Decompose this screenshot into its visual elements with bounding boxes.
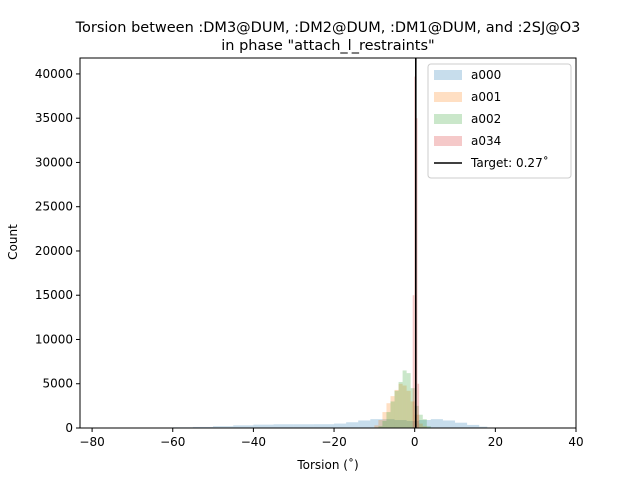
y-tick-label: 5000 [42,377,73,391]
legend-label-a002: a002 [471,112,501,126]
bar-a001-6 [398,383,403,428]
chart-title-line2: in phase "attach_l_restraints" [221,38,434,54]
x-tick-label: 40 [568,435,583,449]
legend-swatch-a000 [434,70,462,80]
bar-a001-7 [402,385,407,428]
bar-a000-13 [394,420,407,428]
bar-a034-0 [412,295,415,428]
bar-a002-2 [386,412,391,428]
bar-a000-4 [253,424,274,428]
x-tick-label: −40 [241,435,266,449]
bar-a000-20 [479,426,488,428]
bar-a001-11 [418,423,423,428]
y-axis-ticks: 0 5000 10000 15000 20000 25000 30000 35000 40000 [35,67,80,435]
x-tick-label: −60 [160,435,185,449]
bar-a000-7 [313,424,335,428]
bar-a001-9 [410,401,415,428]
y-tick-label: 30000 [35,155,73,169]
bar-a000-12 [382,419,395,428]
bar-a002-5 [398,381,403,428]
legend: a000 a001 a002 a034 Target: 0.27˚ [427,63,572,179]
legend-label-a000: a000 [471,68,501,82]
bar-a002-7 [406,373,411,428]
y-tick-label: 15000 [35,288,73,302]
bar-a001-1 [378,420,383,428]
bar-a000-6 [293,424,314,428]
y-tick-label: 35000 [35,111,73,125]
bar-a001-4 [390,396,395,428]
bar-a002-4 [394,390,399,428]
bar-a001-5 [394,389,399,428]
legend-swatch-a034 [434,136,462,146]
y-tick-label: 20000 [35,244,73,258]
bar-a000-3 [233,425,254,428]
bar-a002-12 [426,426,431,428]
bar-a000-18 [455,422,468,428]
bar-a001-0 [374,425,379,428]
legend-label-a001: a001 [471,90,501,104]
y-tick-label: 0 [65,421,73,435]
x-tick-label: 20 [488,435,503,449]
legend-swatch-a002 [434,114,462,124]
bar-a002-8 [410,388,415,428]
y-tick-label: 25000 [35,200,73,214]
bar-a001-2 [382,412,387,428]
y-axis-label: Count [6,224,20,260]
bar-a002-1 [382,420,387,428]
legend-box [427,63,572,179]
plot-area: −80 −60 −40 −20 0 20 40 0 5000 10000 15000 20000 25… [35,57,584,449]
bar-a000-15 [418,420,431,428]
axes-frame [79,57,577,429]
x-axis-ticks: −80 −60 −40 −20 0 20 40 [79,428,584,449]
y-tick-label: 40000 [35,67,73,81]
bar-a000-16 [430,419,443,428]
x-tick-label: −20 [321,435,346,449]
x-axis-label: Torsion (˚) [296,457,358,472]
bar-a034-3 [417,383,420,428]
bar-a001-10 [414,414,419,428]
bar-a000-19 [467,424,480,428]
bar-a002-11 [422,419,427,428]
legend-label-a034: a034 [471,134,501,148]
x-tick-label: 0 [411,435,419,449]
bar-a002-3 [390,401,395,428]
bar-a001-8 [406,390,411,428]
bar-a002-6 [402,370,407,428]
bar-a001-3 [386,403,391,428]
y-tick-label: 10000 [35,332,73,346]
bar-a002-9 [414,405,419,428]
bar-a001-12 [422,426,427,428]
bar-a000-17 [442,420,456,428]
x-tick-label: −80 [79,435,104,449]
chart-title-line1: Torsion between :DM3@DUM, :DM2@DUM, :DM1… [75,20,581,36]
bar-a002-10 [418,414,423,428]
legend-target-label: Target: 0.27˚ [470,155,549,170]
bar-a000-8 [334,423,347,428]
bar-a000-14 [406,420,419,428]
bar-a034-2 [415,118,418,428]
bar-a000-5 [273,424,294,428]
bar-a000-11 [370,419,383,428]
bar-a000-1 [192,426,214,428]
bar-a000-2 [213,426,234,428]
bar-a002-0 [378,426,383,428]
legend-swatch-a001 [434,92,462,102]
bar-a000-9 [346,422,359,428]
bar-a000-10 [358,420,371,428]
